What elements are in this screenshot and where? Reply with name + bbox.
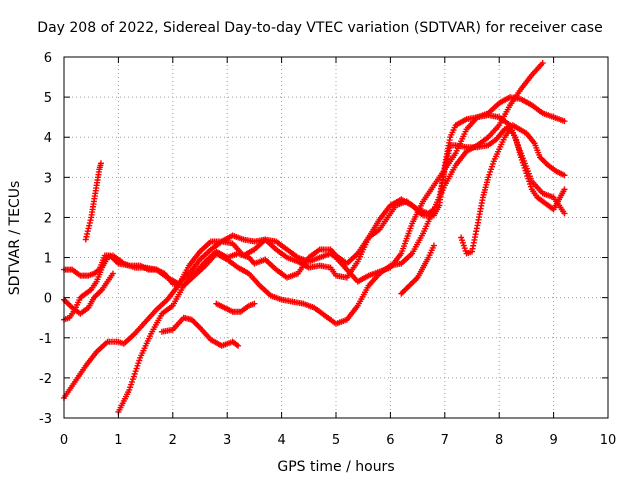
series-7	[213, 300, 258, 315]
x-tick-label: 0	[60, 433, 68, 448]
series-5	[61, 112, 568, 401]
data-point	[561, 186, 568, 193]
series-9	[398, 242, 437, 297]
x-tick-label: 6	[386, 433, 394, 448]
y-tick-label: -2	[39, 372, 52, 387]
x-tick-label: 9	[549, 433, 557, 448]
series-6	[115, 60, 546, 415]
data-point	[539, 60, 546, 67]
grid	[64, 57, 608, 418]
x-tick-label: 1	[114, 433, 122, 448]
data-point	[251, 300, 258, 307]
data-point	[561, 172, 568, 179]
y-tick-label: -1	[39, 332, 52, 347]
x-tick-label: 8	[495, 433, 503, 448]
y-tick-label: -3	[39, 412, 52, 427]
y-tick-label: 6	[44, 51, 52, 66]
chart-title: Day 208 of 2022, Sidereal Day-to-day VTE…	[37, 20, 602, 36]
y-tick-label: 2	[44, 211, 52, 226]
y-tick-label: 0	[44, 292, 52, 307]
series-4	[82, 160, 104, 243]
data-point	[561, 210, 568, 217]
x-tick-label: 10	[600, 433, 617, 448]
x-tick-label: 4	[277, 433, 285, 448]
x-axis-label: GPS time / hours	[277, 459, 394, 475]
y-tick-label: 5	[44, 91, 52, 106]
x-tick-label: 5	[332, 433, 340, 448]
data-point	[97, 160, 104, 167]
data-series	[61, 60, 568, 415]
y-tick-label: 3	[44, 171, 52, 186]
series-8	[158, 314, 242, 349]
data-point	[109, 270, 116, 277]
data-point	[430, 242, 437, 249]
axis-ticks: 0 1 2 3 4 5 6 7 8 9 10 -3 -2 -1 0 1 2 3 4 5 6	[39, 51, 616, 448]
y-tick-label: 1	[44, 252, 52, 267]
x-tick-label: 3	[223, 433, 231, 448]
y-tick-label: 4	[44, 131, 52, 146]
y-axis-label: SDTVAR / TECUs	[7, 181, 23, 296]
x-tick-label: 7	[441, 433, 449, 448]
series-10	[458, 126, 568, 257]
x-tick-label: 2	[169, 433, 177, 448]
data-point	[235, 342, 242, 349]
data-point	[561, 118, 568, 125]
series-2	[61, 94, 568, 323]
